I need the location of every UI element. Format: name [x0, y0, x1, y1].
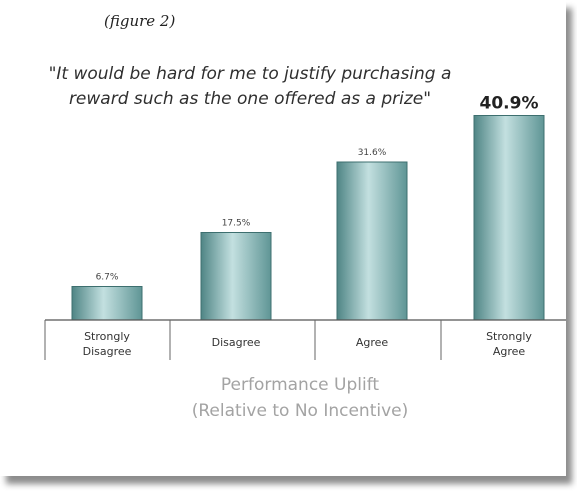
data-label: 6.7%	[96, 273, 119, 283]
x-axis-label: Performance Uplift (Relative to No Incen…	[150, 372, 450, 424]
bar-chart: 6.7% 17.5% 31.6% 40.9% Strongly Disagree Disag…	[44, 94, 566, 360]
x-tick-label: Strongly Agree	[486, 330, 532, 358]
x-tick-label: Strongly Disagree	[83, 330, 132, 358]
x-tick-label: Agree	[356, 336, 389, 349]
data-label: 17.5%	[222, 219, 251, 229]
figure-card: (figure 2) "It would be hard for me to j…	[44, 12, 566, 424]
data-label: 40.9%	[480, 94, 539, 114]
bar-strongly-disagree	[71, 286, 143, 321]
x-axis-label-line-1: Performance Uplift	[220, 375, 380, 395]
x-tick-label: Disagree	[212, 336, 261, 349]
bar-agree	[336, 161, 408, 321]
data-label: 31.6%	[358, 148, 387, 158]
figure-label: (figure 2)	[104, 12, 176, 30]
x-axis-label-line-2: (Relative to No Incentive)	[191, 401, 409, 421]
bar-disagree	[200, 232, 272, 321]
chart-title: "It would be hard for me to justify purc…	[48, 64, 452, 109]
bar-strongly-agree	[473, 115, 545, 321]
